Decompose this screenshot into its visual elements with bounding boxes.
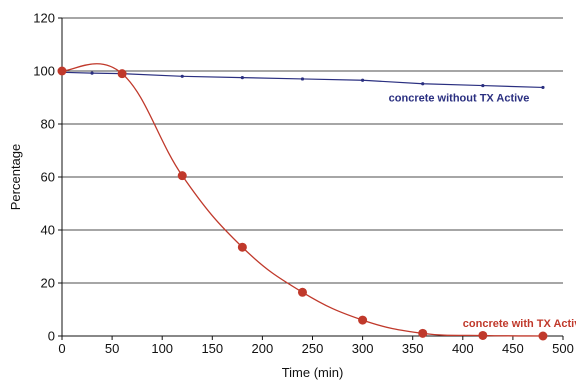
y-tick-label: 60 xyxy=(41,170,55,185)
x-tick-labels: 0 50 100 150 200 250 300 350 400 450 500 xyxy=(58,336,574,356)
data-point xyxy=(478,330,488,340)
series-with-tx-active xyxy=(57,63,548,341)
y-tick-labels: 0 20 40 60 80 100 120 xyxy=(33,11,62,344)
x-tick-label: 400 xyxy=(452,341,474,356)
data-point xyxy=(358,315,368,325)
data-point xyxy=(418,328,428,338)
data-point xyxy=(180,74,184,78)
data-point xyxy=(90,71,94,75)
x-tick-label: 0 xyxy=(58,341,65,356)
data-point xyxy=(117,69,127,79)
y-axis-label: Percentage xyxy=(8,144,23,211)
x-tick-label: 250 xyxy=(302,341,324,356)
series-annotation: concrete without TX Active xyxy=(389,93,530,105)
x-axis-label: Time (min) xyxy=(282,365,344,380)
data-point xyxy=(421,82,425,86)
series xyxy=(57,63,548,341)
gridlines xyxy=(62,17,563,284)
x-tick-label: 100 xyxy=(151,341,173,356)
data-point xyxy=(538,331,548,341)
y-tick-label: 100 xyxy=(33,64,55,79)
data-point xyxy=(297,287,307,297)
y-tick-label: 0 xyxy=(48,329,55,344)
series-annotation: concrete with TX Active xyxy=(463,318,576,330)
data-point xyxy=(361,78,365,82)
data-point xyxy=(481,83,485,88)
x-tick-label: 300 xyxy=(352,341,374,356)
series-line xyxy=(61,71,543,89)
data-point xyxy=(57,66,67,76)
y-tick-label: 120 xyxy=(33,11,55,26)
x-tick-label: 450 xyxy=(502,341,524,356)
annotations: concrete without TX Active concrete with … xyxy=(389,93,576,330)
y-tick-label: 80 xyxy=(41,117,55,132)
data-point xyxy=(240,76,244,80)
y-tick-label: 40 xyxy=(41,223,55,238)
x-tick-label: 200 xyxy=(252,341,274,356)
data-point xyxy=(300,77,305,81)
data-point xyxy=(541,85,545,90)
series-line xyxy=(61,63,543,337)
x-tick-label: 150 xyxy=(201,341,223,356)
x-tick-label: 500 xyxy=(552,341,574,356)
y-tick-label: 20 xyxy=(41,276,55,291)
x-tick-label: 50 xyxy=(105,341,119,356)
data-point xyxy=(177,171,187,181)
data-point xyxy=(237,242,247,252)
x-tick-label: 350 xyxy=(402,341,424,356)
